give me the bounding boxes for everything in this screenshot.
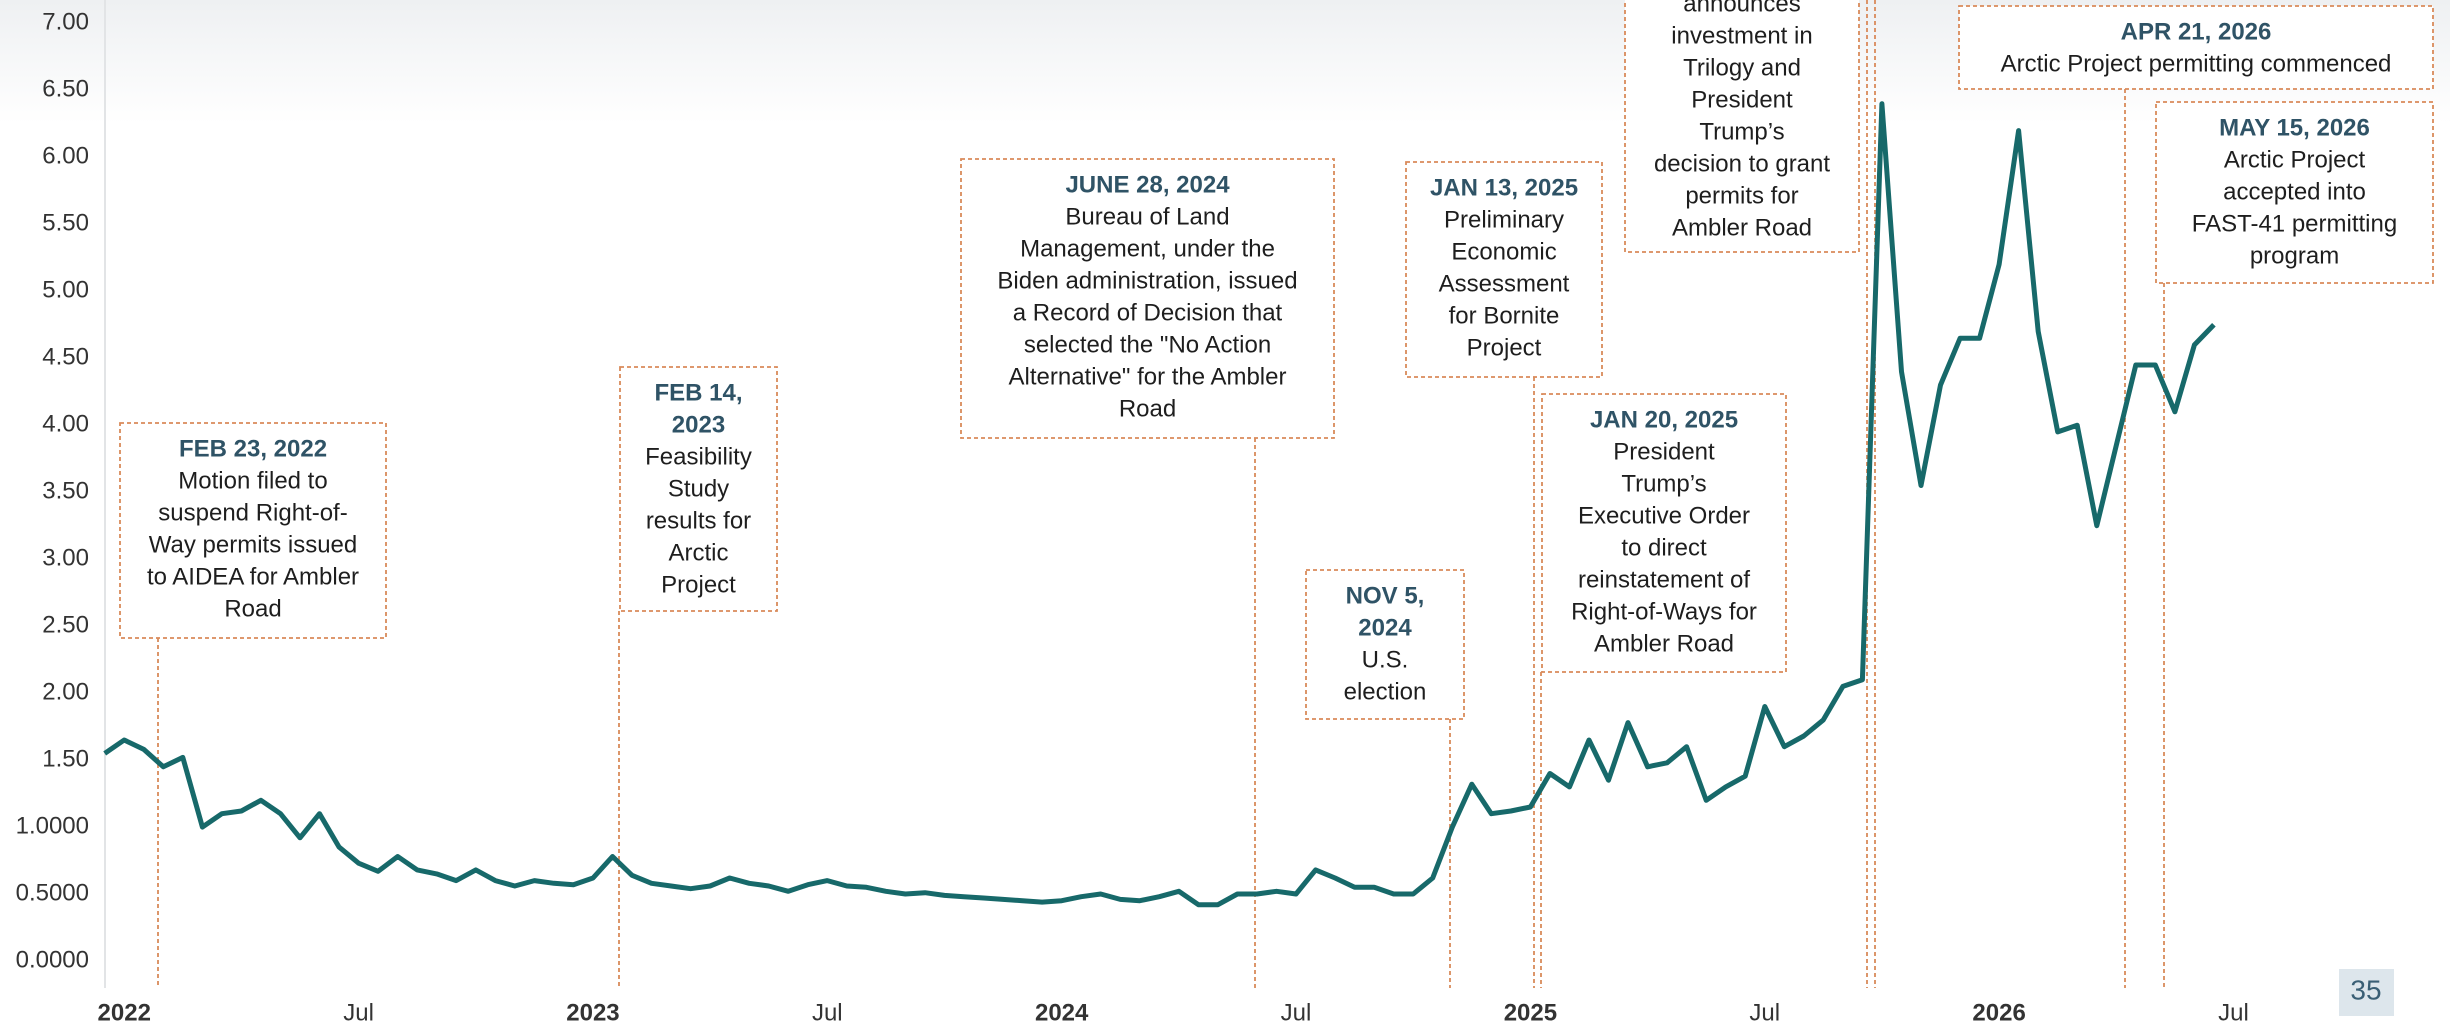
annotation-text: Ambler Road — [1594, 630, 1734, 657]
annotation-text: Executive Order — [1578, 502, 1750, 529]
annotation-text: President — [1691, 86, 1793, 113]
annotation-text: Ambler Road — [1672, 214, 1812, 241]
y-tick-label: 3.00 — [42, 545, 89, 572]
annotation-text: to direct — [1621, 534, 1707, 561]
annotation-box — [1958, 5, 2434, 90]
annotation-text: election — [1344, 678, 1427, 705]
price-line — [103, 101, 2216, 908]
annotation-text: Economic — [1451, 238, 1556, 265]
annotation-text: FAST-41 permitting — [2192, 210, 2397, 237]
x-tick-label: 2025 — [1504, 999, 1557, 1026]
annotation-date: MAY 15, 2026 — [2219, 114, 2370, 141]
annotation-date: JAN 20, 2025 — [1590, 406, 1738, 433]
y-tick-label: 7.00 — [42, 9, 89, 36]
annotation-text: President — [1613, 438, 1715, 465]
y-tick-label: 3.50 — [42, 478, 89, 505]
annotation-text: accepted into — [2223, 178, 2366, 205]
annotation-text: Road — [1119, 395, 1176, 422]
annotation-text: Preliminary — [1444, 206, 1564, 233]
y-tick-label: 0.5000 — [16, 879, 89, 906]
annotation-text: announces — [1683, 0, 1800, 17]
annotation-box — [1541, 393, 1787, 673]
x-tick-label: 2026 — [1972, 999, 2025, 1026]
annotation-text: Arctic Project permitting commenced — [2001, 50, 2392, 77]
annotation-text: Alternative" for the Ambler — [1009, 363, 1287, 390]
annotation-text: Trump’s — [1699, 118, 1784, 145]
annotation-text: Assessment — [1439, 270, 1570, 297]
annotation-text: Biden administration, issued — [997, 267, 1297, 294]
annotation-text: U.S. — [1362, 646, 1409, 673]
annotation-text: Management, under the — [1020, 235, 1275, 262]
y-tick-label: 2.50 — [42, 611, 89, 638]
annotation-box — [1305, 569, 1465, 720]
y-tick-label: 1.0000 — [16, 812, 89, 839]
annotation-text: Trilogy and — [1683, 54, 1801, 81]
x-tick-label: 2022 — [98, 999, 151, 1026]
annotation-date: NOV 5, — [1346, 582, 1425, 609]
annotation-date: FEB 14, — [654, 379, 742, 406]
annotation-text: Study — [668, 475, 729, 502]
annotation-text: Project — [661, 571, 736, 598]
y-tick-label: 6.50 — [42, 76, 89, 103]
x-tick-label: 2023 — [566, 999, 619, 1026]
page-number-box — [2339, 969, 2394, 1016]
y-tick-label: 1.50 — [42, 745, 89, 772]
annotation-text: Road — [224, 595, 281, 622]
annotation-text: Project — [1467, 334, 1542, 361]
annotation-text: Way permits issued — [149, 531, 358, 558]
annotation-date: 2023 — [672, 411, 725, 438]
annotation-text: Bureau of Land — [1065, 203, 1229, 230]
annotation-box — [1624, 0, 1860, 253]
annotation-text: Arctic Project — [2224, 146, 2366, 173]
annotation-text: selected the "No Action — [1024, 331, 1271, 358]
annotation-text: results for — [646, 507, 751, 534]
annotation-text: suspend Right-of- — [158, 499, 347, 526]
annotation-text: permits for — [1685, 182, 1798, 209]
annotation-date: FEB 23, 2022 — [179, 435, 327, 462]
annotation-text: Motion filed to — [178, 467, 327, 494]
annotation-date: JUNE 28, 2024 — [1065, 171, 1230, 198]
annotation-date: 2024 — [1358, 614, 1412, 641]
x-tick-label: Jul — [1281, 999, 1312, 1026]
annotation-text: Right-of-Ways for — [1571, 598, 1757, 625]
annotation-text: investment in — [1671, 22, 1812, 49]
annotation-box — [960, 158, 1335, 439]
annotation-date: APR 21, 2026 — [2121, 18, 2272, 45]
annotation-box — [619, 366, 778, 612]
annotation-text: program — [2250, 242, 2339, 269]
x-tick-label: Jul — [343, 999, 374, 1026]
annotation-box — [1405, 161, 1603, 378]
y-tick-label: 5.00 — [42, 277, 89, 304]
annotation-text: Feasibility — [645, 443, 752, 470]
y-tick-label: 5.50 — [42, 210, 89, 237]
page-number: 35 — [2350, 974, 2381, 1005]
y-tick-label: 4.00 — [42, 411, 89, 438]
annotation-box — [119, 422, 387, 639]
annotation-text: to AIDEA for Ambler — [147, 563, 359, 590]
x-tick-label: Jul — [2218, 999, 2249, 1026]
annotation-text: a Record of Decision that — [1013, 299, 1283, 326]
y-tick-label: 4.50 — [42, 344, 89, 371]
x-tick-label: Jul — [1749, 999, 1780, 1026]
x-tick-label: 2024 — [1035, 999, 1089, 1026]
y-tick-label: 2.00 — [42, 678, 89, 705]
y-tick-label: 6.00 — [42, 143, 89, 170]
y-tick-label: 0.0000 — [16, 946, 89, 973]
annotation-text: reinstatement of — [1578, 566, 1750, 593]
annotation-text: Arctic — [669, 539, 729, 566]
annotation-date: JAN 13, 2025 — [1430, 174, 1578, 201]
annotation-text: for Bornite — [1449, 302, 1560, 329]
annotation-text: Trump’s — [1621, 470, 1706, 497]
annotation-text: decision to grant — [1654, 150, 1830, 177]
x-tick-label: Jul — [812, 999, 843, 1026]
annotation-box — [2155, 101, 2434, 284]
